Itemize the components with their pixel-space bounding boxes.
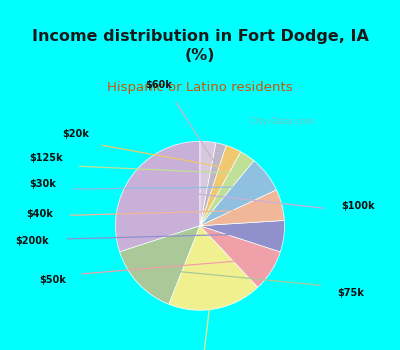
Text: $20k: $20k bbox=[62, 129, 89, 139]
Text: City-Data.com: City-Data.com bbox=[244, 117, 315, 126]
Wedge shape bbox=[200, 152, 254, 226]
Wedge shape bbox=[200, 226, 280, 287]
Text: Income distribution in Fort Dodge, IA
(%): Income distribution in Fort Dodge, IA (%… bbox=[32, 29, 368, 63]
Wedge shape bbox=[200, 145, 241, 226]
Wedge shape bbox=[200, 161, 276, 226]
Wedge shape bbox=[169, 226, 258, 310]
Text: $60k: $60k bbox=[145, 79, 172, 90]
Wedge shape bbox=[200, 190, 284, 226]
Wedge shape bbox=[200, 141, 216, 226]
Text: $30k: $30k bbox=[29, 179, 56, 189]
Text: $40k: $40k bbox=[26, 209, 53, 219]
Text: $200k: $200k bbox=[15, 236, 49, 246]
Wedge shape bbox=[116, 141, 200, 252]
Text: $75k: $75k bbox=[337, 288, 364, 298]
Text: $100k: $100k bbox=[341, 201, 375, 211]
Text: $125k: $125k bbox=[29, 153, 63, 163]
Text: Hispanic or Latino residents: Hispanic or Latino residents bbox=[107, 82, 293, 95]
Wedge shape bbox=[200, 143, 226, 226]
Wedge shape bbox=[120, 226, 200, 304]
Wedge shape bbox=[200, 220, 284, 252]
Text: $50k: $50k bbox=[39, 275, 66, 285]
